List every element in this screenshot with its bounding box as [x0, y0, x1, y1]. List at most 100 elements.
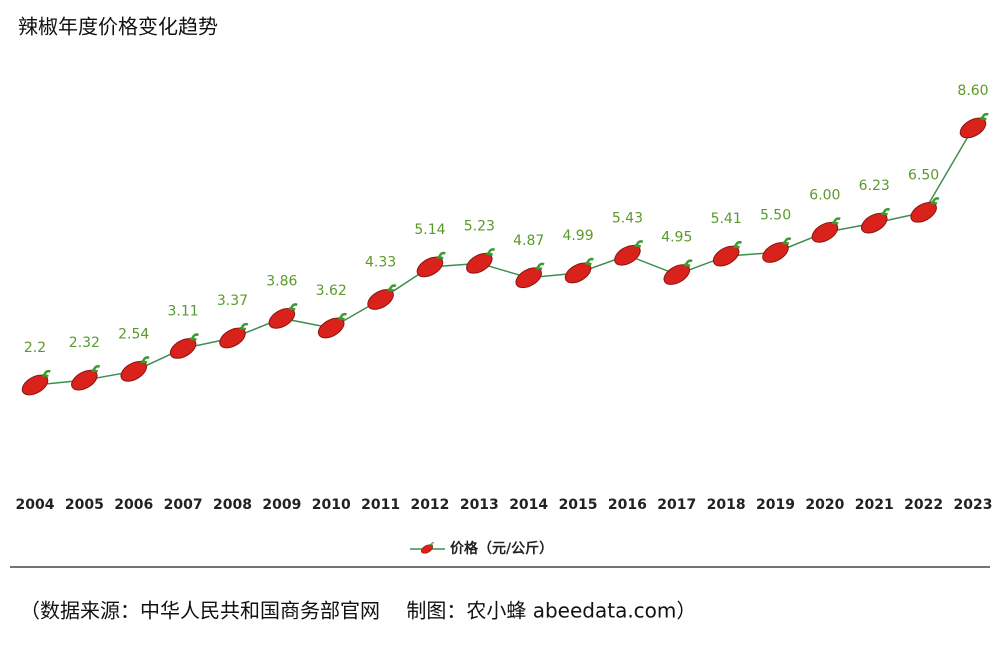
pepper-marker — [762, 237, 792, 263]
pepper-marker — [268, 303, 298, 329]
data-label: 3.62 — [316, 283, 347, 299]
pepper-body — [860, 212, 888, 234]
pepper-stem — [91, 365, 101, 373]
data-label: 2.2 — [24, 340, 46, 356]
legend-label: 价格（元/公斤） — [450, 540, 553, 557]
pepper-body — [959, 117, 987, 139]
x-tick-label: 2007 — [164, 497, 203, 513]
footer: （数据来源：中华人民共和国商务部官网 制图：农小蜂 abeedata.com） — [20, 599, 696, 623]
pepper-marker — [120, 356, 150, 382]
data-label: 6.00 — [809, 187, 840, 203]
x-tick-label: 2010 — [312, 497, 351, 513]
pepper-stem — [782, 237, 792, 245]
pepper-stem — [189, 333, 199, 341]
pepper-stem — [881, 208, 891, 216]
pepper-marker — [712, 240, 742, 267]
pepper-body — [268, 307, 296, 329]
data-label: 3.11 — [168, 303, 199, 319]
pepper-body — [219, 327, 246, 349]
data-label: 5.50 — [760, 207, 791, 223]
pepper-marker — [515, 262, 545, 289]
pepper-body — [712, 245, 740, 267]
data-label: 4.87 — [513, 233, 544, 249]
pepper-body — [663, 264, 691, 285]
pepper-body — [614, 244, 641, 266]
x-tick-label: 2021 — [855, 497, 894, 513]
pepper-marker — [416, 251, 446, 278]
x-tick-label: 2011 — [361, 497, 400, 513]
pepper-body — [466, 252, 493, 274]
pepper-marker — [910, 197, 940, 223]
pepper-body — [910, 201, 937, 223]
pepper-stem — [436, 251, 446, 260]
pepper-marker — [959, 112, 989, 139]
x-tick-label: 2023 — [954, 497, 993, 513]
pepper-stem — [831, 217, 841, 225]
pepper-marker — [71, 365, 101, 391]
pepper-stem — [486, 248, 496, 256]
x-tick-label: 2016 — [608, 497, 647, 513]
data-label: 3.86 — [266, 273, 297, 289]
pepper-body — [367, 289, 394, 310]
pepper-body — [416, 256, 444, 278]
pepper-marker — [811, 217, 841, 243]
pepper-stem — [584, 257, 594, 266]
pepper-body — [120, 360, 148, 382]
pepper-marker — [663, 259, 693, 285]
pepper-stem — [683, 259, 693, 267]
data-label: 4.33 — [365, 254, 396, 270]
data-label: 5.43 — [612, 210, 643, 226]
pepper-stem — [387, 284, 397, 292]
pepper-body — [762, 242, 789, 263]
data-label: 3.37 — [217, 293, 248, 309]
x-tick-label: 2012 — [410, 497, 449, 513]
pepper-stem — [732, 240, 742, 249]
pepper-stem — [930, 197, 940, 205]
x-tick-label: 2009 — [262, 497, 301, 513]
pepper-stem — [634, 240, 644, 248]
data-label: 4.95 — [661, 230, 692, 246]
pepper-marker — [614, 240, 644, 266]
pepper-stem — [338, 312, 348, 321]
data-label: 6.23 — [859, 178, 890, 194]
x-tick-label: 2014 — [509, 497, 548, 513]
x-tick-label: 2017 — [657, 497, 696, 513]
pepper-body — [811, 222, 839, 243]
pepper-marker — [421, 542, 435, 554]
pepper-marker — [564, 257, 594, 284]
data-label: 5.41 — [711, 211, 742, 227]
pepper-marker — [466, 248, 496, 274]
data-label: 4.99 — [562, 228, 593, 244]
pepper-body — [21, 374, 49, 396]
data-label: 5.23 — [464, 218, 495, 234]
pepper-stem — [288, 303, 298, 311]
pepper-marker — [219, 322, 249, 349]
pepper-marker — [860, 208, 891, 234]
data-label: 8.60 — [957, 83, 988, 99]
x-tick-label: 2004 — [16, 497, 55, 513]
x-tick-label: 2022 — [904, 497, 943, 513]
pepper-marker — [169, 333, 199, 359]
pepper-stem — [535, 262, 545, 271]
data-label: 5.14 — [414, 222, 445, 238]
pepper-body — [169, 338, 197, 359]
pepper-body — [317, 317, 345, 339]
pepper-stem — [239, 322, 249, 331]
x-tick-label: 2006 — [114, 497, 153, 513]
pepper-body — [564, 262, 592, 284]
pepper-body — [71, 369, 98, 391]
pepper-marker — [367, 284, 397, 310]
x-tick-label: 2015 — [559, 497, 598, 513]
data-label: 2.32 — [69, 335, 100, 351]
pepper-marker — [317, 312, 348, 339]
data-label: 6.50 — [908, 167, 939, 183]
chart-title: 辣椒年度价格变化趋势 — [18, 15, 218, 39]
pepper-body — [515, 267, 542, 289]
pepper-stem — [430, 542, 435, 546]
x-tick-label: 2008 — [213, 497, 252, 513]
pepper-body — [421, 544, 433, 554]
x-tick-label: 2013 — [460, 497, 499, 513]
x-tick-label: 2020 — [805, 497, 844, 513]
x-tick-label: 2019 — [756, 497, 795, 513]
